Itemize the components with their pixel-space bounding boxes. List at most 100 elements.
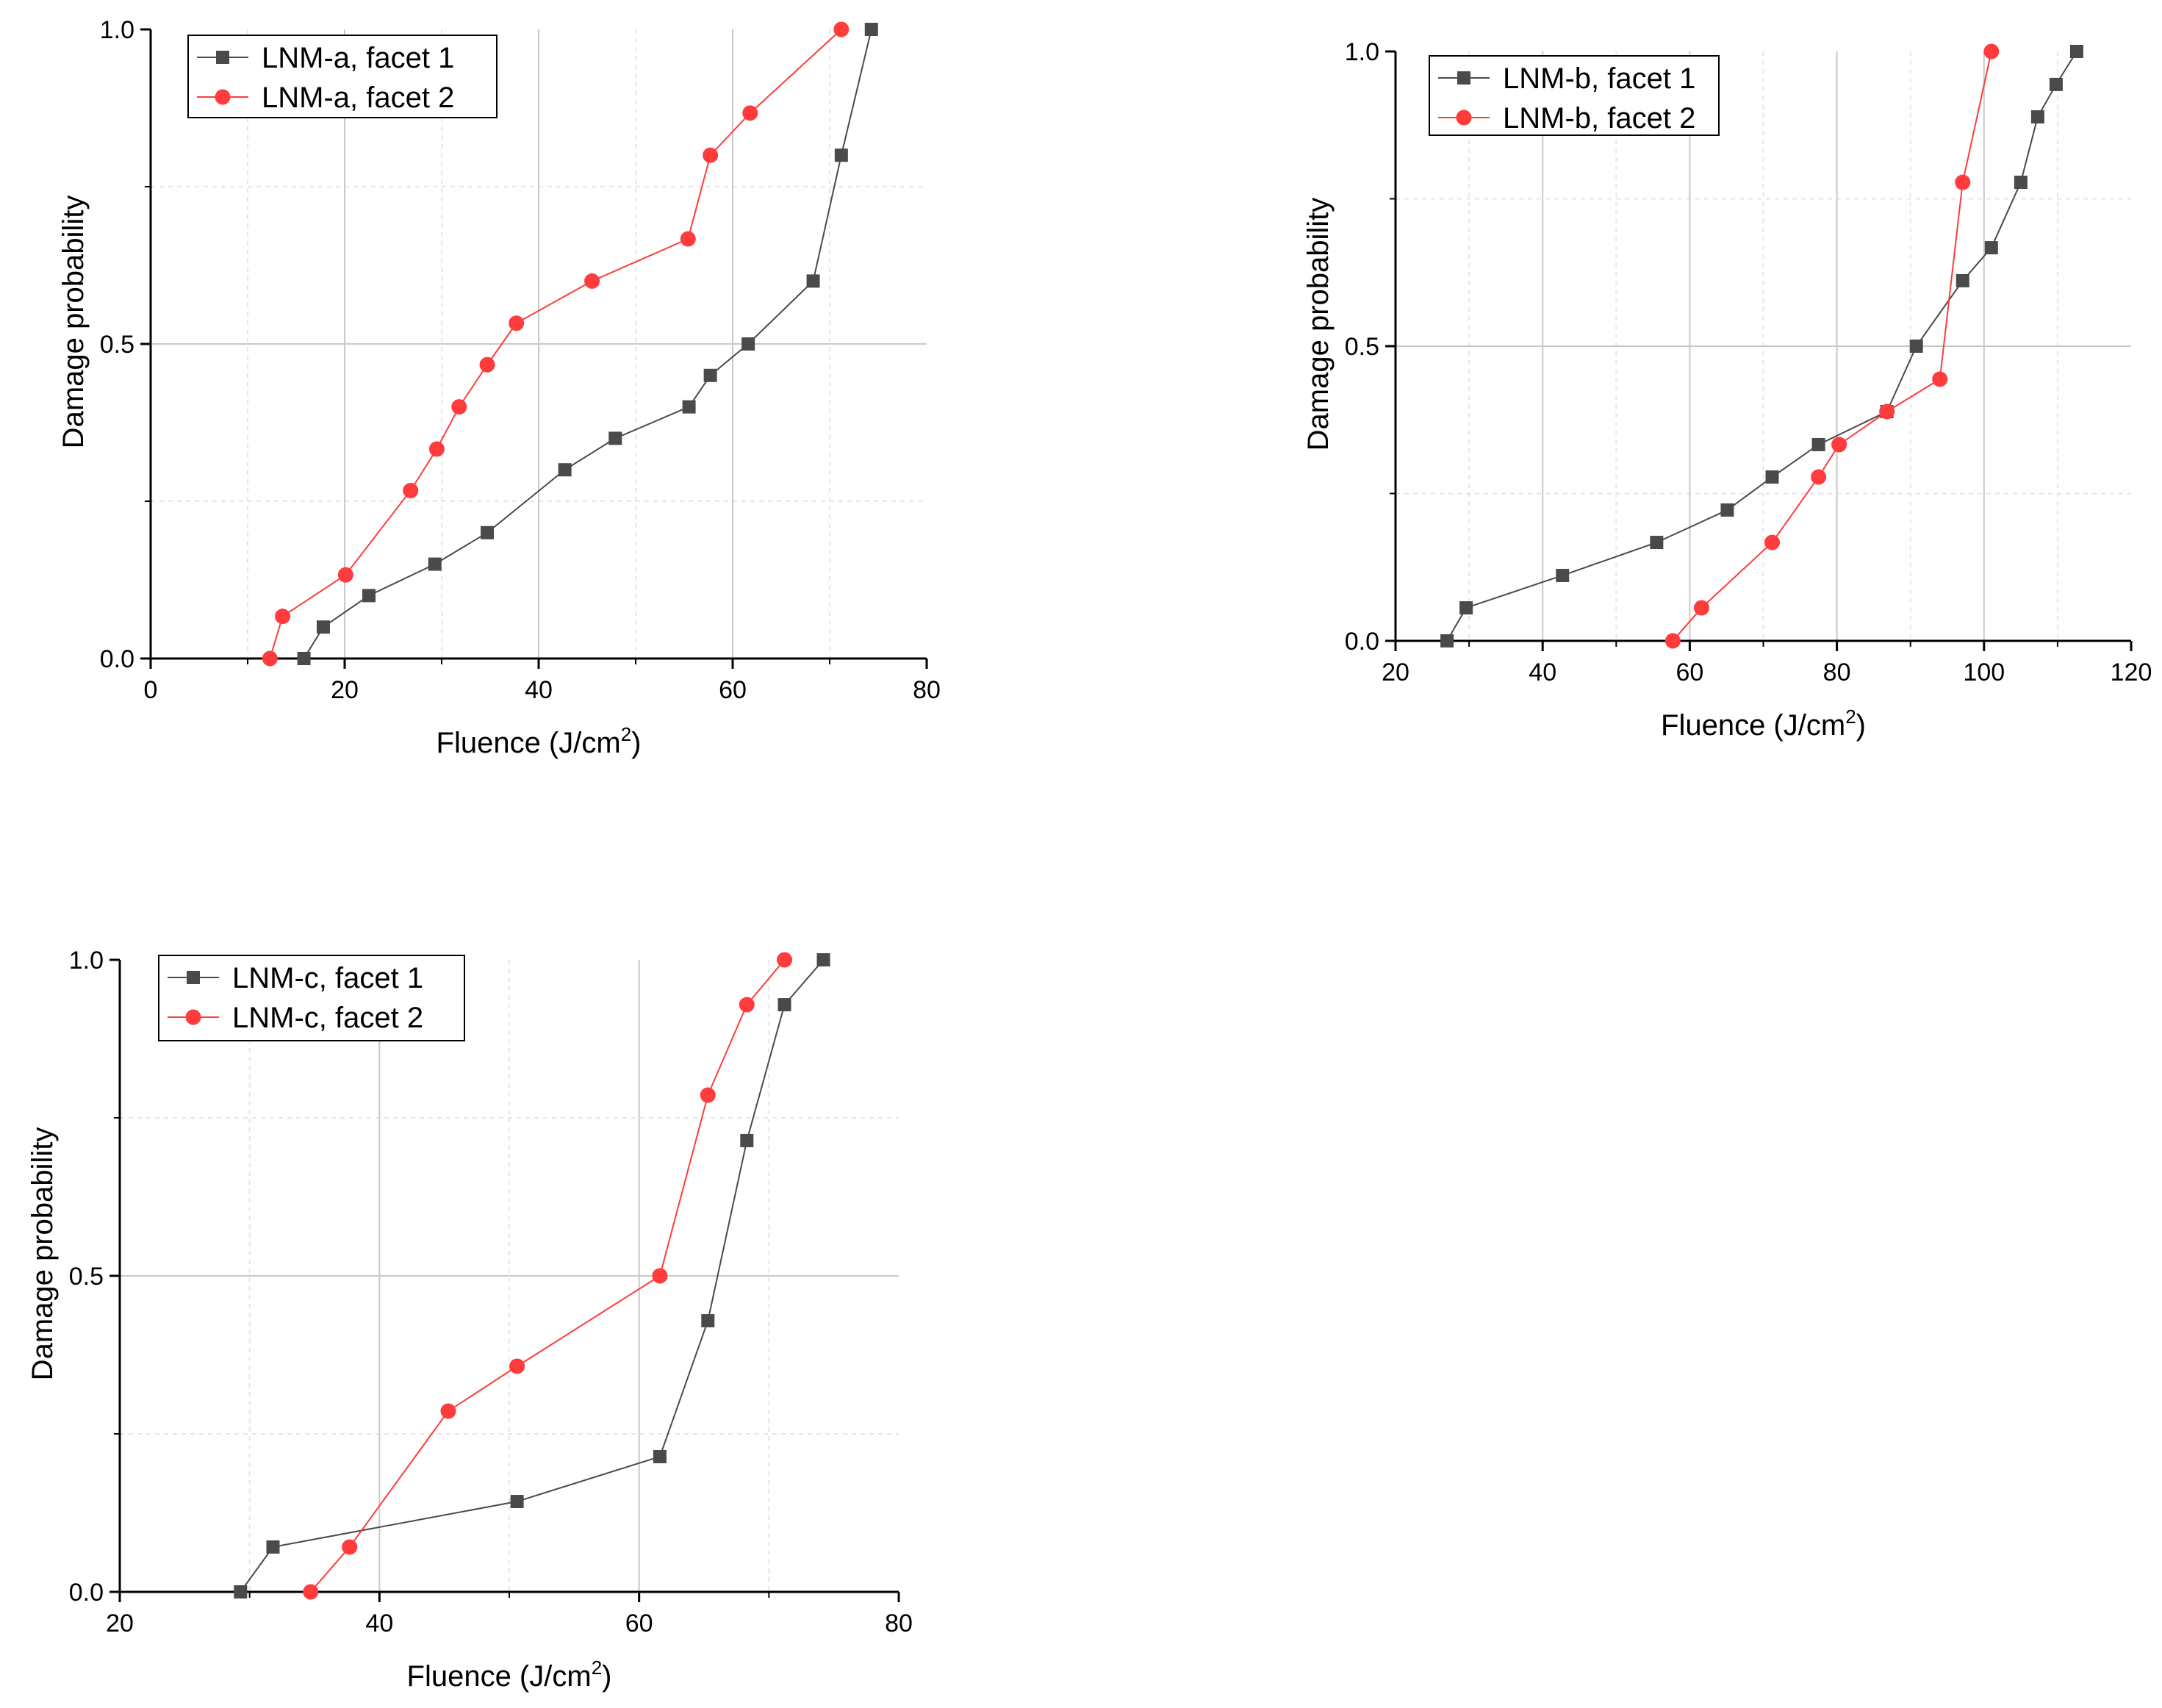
y-tick-label: 0.5: [1345, 333, 1379, 361]
data-point-facet-2: [652, 1268, 668, 1284]
data-point-facet-2: [700, 1087, 716, 1103]
data-point-facet-2: [1879, 403, 1895, 420]
x-axis-title: Fluence (J/cm2): [407, 1657, 612, 1693]
data-point-facet-1: [816, 953, 830, 966]
legend-box: [1429, 55, 1720, 136]
chart-panel-lnm-b: 20 40 60 80 100 120 0.0 0.5 1.0 Fluence (J/cm2) Da…: [1302, 38, 2152, 742]
x-tick-label: 80: [1823, 659, 1851, 686]
data-point-facet-1: [1650, 536, 1664, 550]
legend-swatch-marker: [1457, 71, 1470, 85]
y-tick-label: 0.5: [100, 331, 134, 359]
legend-label: LNM-b, facet 1: [1503, 62, 1695, 95]
data-point-facet-1: [316, 620, 330, 634]
data-point-facet-2: [342, 1539, 358, 1555]
data-point-facet-1: [481, 525, 495, 539]
data-point-facet-2: [451, 399, 467, 415]
data-point-facet-1: [234, 1585, 248, 1598]
chart-panel-lnm-a: 0 20 40 60 80 0.0 0.5 1.0 Fluence (J/cm2) Damage …: [57, 16, 941, 759]
x-tick-label: 60: [719, 676, 747, 704]
data-point-facet-1: [1811, 437, 1825, 451]
data-point-facet-2: [1955, 174, 1971, 190]
x-tick-label: 100: [1963, 659, 2005, 686]
data-point-facet-1: [362, 589, 376, 603]
data-point-facet-2: [1764, 534, 1781, 550]
y-tick-label: 1.0: [100, 16, 134, 44]
data-point-facet-1: [2069, 45, 2083, 58]
data-point-facet-1: [2049, 77, 2063, 91]
legend-label: LNM-b, facet 2: [1503, 102, 1695, 134]
data-point-facet-1: [2030, 110, 2044, 124]
x-tick-label: 20: [106, 1610, 134, 1637]
legend-swatch-marker: [216, 51, 229, 64]
series-line-facet-1: [240, 959, 825, 1593]
data-point-facet-2: [1831, 437, 1847, 453]
data-point-facet-1: [653, 1449, 667, 1463]
data-point-facet-1: [701, 1314, 715, 1328]
legend-swatch-marker: [215, 89, 231, 105]
y-tick-label: 0.0: [1345, 628, 1379, 656]
legend-label: LNM-a, facet 1: [262, 42, 454, 74]
legend-swatch-marker: [185, 1009, 201, 1025]
x-tick-label: 40: [365, 1610, 393, 1637]
data-point-facet-1: [510, 1495, 524, 1509]
data-point-facet-2: [1811, 469, 1827, 485]
data-point-facet-2: [1664, 633, 1681, 649]
legend-label: LNM-c, facet 2: [232, 1002, 423, 1034]
data-point-facet-1: [2014, 176, 2028, 190]
data-point-facet-1: [682, 400, 696, 414]
legend-box: [187, 35, 498, 118]
data-point-facet-1: [266, 1540, 280, 1554]
data-point-facet-2: [742, 105, 758, 121]
x-tick-label: 20: [1382, 659, 1409, 686]
x-tick-label: 80: [913, 676, 941, 704]
legend-label: LNM-a, facet 2: [262, 82, 454, 114]
data-point-facet-2: [275, 609, 291, 625]
data-point-facet-1: [428, 557, 442, 571]
x-tick-label: 80: [885, 1610, 913, 1637]
y-tick-label: 1.0: [69, 947, 104, 975]
data-point-facet-1: [741, 337, 755, 351]
x-tick-label: 20: [331, 676, 359, 704]
y-axis-title: Damage probability: [26, 1127, 59, 1381]
chart-panel-lnm-c: 20 40 60 80 0.0 0.5 1.0 Fluence (J/cm2) Damage p…: [26, 947, 913, 1693]
data-point-facet-2: [479, 356, 495, 373]
y-tick-label: 1.0: [1345, 38, 1379, 66]
data-point-facet-1: [864, 23, 878, 36]
data-point-facet-2: [1983, 43, 2000, 60]
data-point-facet-2: [1932, 371, 1948, 387]
data-point-facet-2: [833, 21, 850, 37]
data-point-facet-2: [428, 441, 445, 457]
x-tick-label: 0: [144, 676, 158, 704]
legend-box: [158, 955, 465, 1041]
x-tick-label: 60: [625, 1610, 653, 1637]
data-point-facet-1: [558, 463, 572, 477]
data-point-facet-2: [584, 273, 600, 289]
data-point-facet-1: [1720, 503, 1734, 517]
legend-label: LNM-c, facet 1: [232, 962, 423, 994]
data-point-facet-1: [1440, 634, 1454, 647]
data-point-facet-1: [1984, 241, 1998, 255]
x-axis-title: Fluence (J/cm2): [437, 723, 642, 759]
data-point-facet-2: [403, 482, 419, 498]
y-axis-title: Damage probability: [57, 195, 90, 449]
data-point-facet-2: [739, 997, 755, 1013]
series-line-facet-2: [309, 959, 786, 1593]
data-point-facet-2: [509, 315, 525, 331]
data-point-facet-1: [1765, 470, 1779, 484]
y-tick-label: 0.0: [100, 645, 134, 673]
legend-swatch-marker: [187, 971, 200, 984]
data-point-facet-1: [1556, 568, 1570, 582]
data-point-facet-1: [608, 431, 622, 445]
legend-swatch-marker: [1456, 110, 1472, 126]
data-point-facet-2: [440, 1403, 456, 1419]
x-tick-label: 60: [1676, 659, 1703, 686]
y-axis-title: Damage probability: [1302, 198, 1335, 451]
data-point-facet-1: [806, 274, 820, 288]
data-point-facet-1: [777, 998, 791, 1012]
data-point-facet-2: [680, 231, 696, 247]
x-axis-title: Fluence (J/cm2): [1661, 706, 1866, 742]
data-point-facet-1: [297, 652, 311, 665]
data-point-facet-1: [1459, 601, 1473, 615]
data-point-facet-2: [1693, 600, 1709, 616]
x-tick-label: 40: [1529, 659, 1556, 686]
